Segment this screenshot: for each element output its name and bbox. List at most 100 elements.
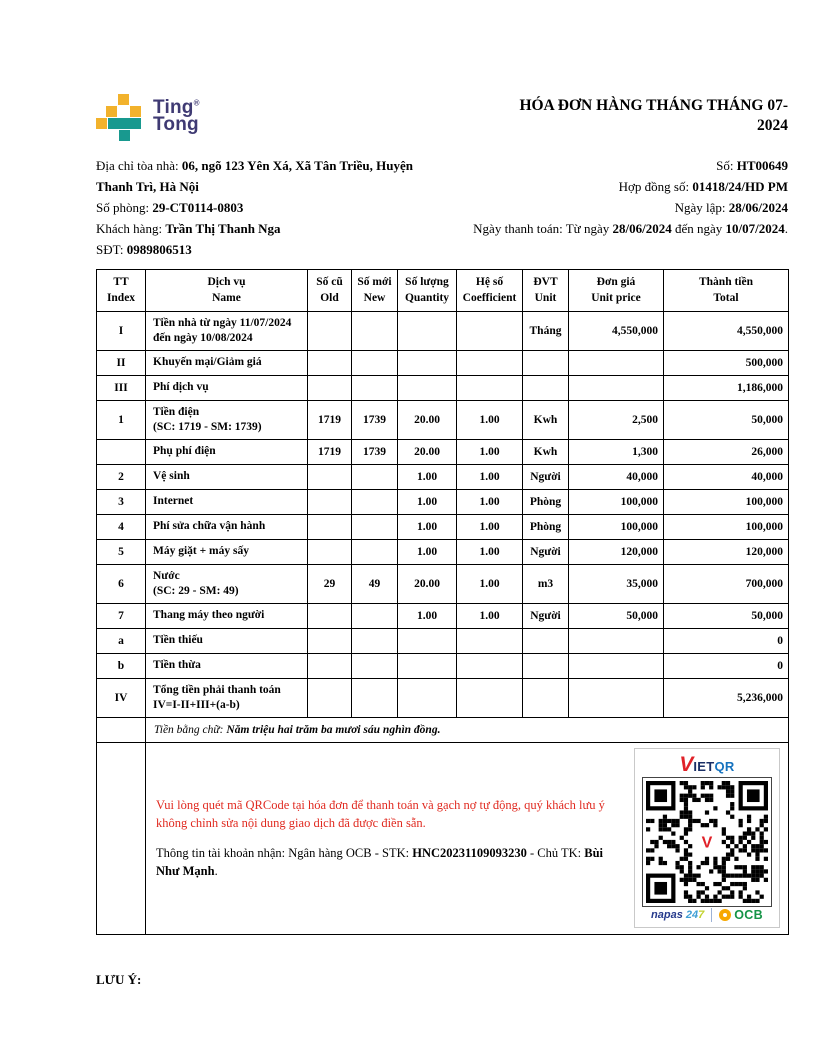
column-header: Dịch vụ Name	[145, 268, 308, 313]
customer-line: Khách hàng: Trần Thị Thanh Nga	[96, 218, 448, 239]
logo-word-1: Ting	[153, 97, 194, 118]
table-cell: Tháng	[522, 311, 569, 351]
table-cell: Khuyến mại/Giảm giá	[145, 349, 308, 376]
table-cell: Tiền nhà từ ngày 11/07/2024 đến ngày 10/…	[145, 311, 308, 351]
phone-line: SĐT: 0989806513	[96, 239, 448, 260]
table-row: 7 Thang máy theo người 1.00 1.00 Người 50,000…	[96, 602, 789, 629]
table-cell	[351, 627, 398, 654]
table-cell: 120,000	[663, 538, 789, 565]
table-cell	[96, 716, 146, 743]
table-cell	[522, 374, 569, 401]
table-cell: Phòng	[522, 488, 569, 515]
table-row: III Phí dịch vụ 1,186,000	[96, 374, 789, 401]
payment-qr-row: Vui lòng quét mã QRCode tại hóa đơn để t…	[96, 741, 789, 935]
column-header: Số cũ Old	[307, 268, 352, 313]
table-cell: II	[96, 349, 146, 376]
contract-number-value: 01418/24/HD PM	[692, 179, 788, 194]
tingtong-logo-icon	[96, 94, 146, 141]
table-row: 5 Máy giặt + máy sấy 1.00 1.00 Người 120,000 1…	[96, 538, 789, 565]
table-cell	[351, 677, 398, 718]
table-cell	[568, 374, 664, 401]
phone-label: SĐT:	[96, 242, 127, 257]
table-cell	[397, 652, 457, 679]
invoice-header: Ting® Tong HÓA ĐƠN HÀNG THÁNG THÁNG 07-2…	[96, 94, 788, 141]
table-cell: Kwh	[522, 399, 569, 440]
table-cell: Nước (SC: 29 - SM: 49)	[145, 563, 308, 604]
table-cell: 4,550,000	[568, 311, 664, 351]
table-cell: 3	[96, 488, 146, 515]
bank-account-label: Thông tin tài khoản nhận: Ngân hàng OCB …	[156, 846, 413, 861]
table-cell	[456, 349, 523, 376]
table-row: II Khuyến mại/Giảm giá 500,000	[96, 349, 789, 376]
table-cell	[307, 513, 352, 540]
table-cell	[397, 311, 457, 351]
payment-instructions: Vui lòng quét mã QRCode tại hóa đơn để t…	[154, 796, 606, 881]
table-cell	[397, 627, 457, 654]
bank-account-holder: Bùi Như Mạnh	[156, 846, 604, 879]
table-cell	[351, 602, 398, 629]
table-cell: 40,000	[568, 463, 664, 490]
napas-logo: napas 247	[651, 909, 704, 921]
table-cell: 29	[307, 563, 352, 604]
table-row: 2 Vệ sinh 1.00 1.00 Người 40,000 40,000	[96, 463, 789, 490]
table-cell: 50,000	[663, 399, 789, 440]
invoice-info: Địa chỉ tòa nhà: 06, ngõ 123 Yên Xá, Xã …	[96, 155, 788, 260]
vietqr-card: V IET QR V napas 247 OCB	[634, 748, 780, 929]
payment-period-suffix: .	[784, 221, 788, 236]
table-cell: b	[96, 652, 146, 679]
table-cell	[456, 652, 523, 679]
table-row: 4 Phí sửa chữa vận hành 1.00 1.00 Phòng 100,0…	[96, 513, 789, 540]
table-cell	[307, 311, 352, 351]
issue-date-label: Ngày lập:	[674, 200, 729, 215]
qr-bank-brands: napas 247 OCB	[651, 908, 763, 923]
table-cell: Người	[522, 538, 569, 565]
phone-value: 0989806513	[126, 242, 192, 257]
column-header: ĐVT Unit	[522, 268, 569, 313]
customer-value: Trần Thị Thanh Nga	[165, 221, 281, 236]
building-address-value: 06, ngõ 123 Yên Xá, Xã Tân Triều, Huyện …	[96, 158, 413, 194]
table-cell: 1.00	[397, 488, 457, 515]
napas-7: 7	[698, 909, 705, 922]
table-cell: 6	[96, 563, 146, 604]
table-cell: 100,000	[568, 488, 664, 515]
table-cell: Phòng	[522, 513, 569, 540]
payment-period-label: Ngày thanh toán: Từ ngày	[473, 221, 613, 236]
column-header: TT Index	[96, 268, 146, 313]
payment-period-mid: đến ngày	[671, 221, 726, 236]
table-cell: 50,000	[663, 602, 789, 629]
table-cell: 1.00	[456, 399, 523, 440]
vietqr-v: V	[679, 753, 694, 777]
table-cell	[351, 311, 398, 351]
table-cell: 2	[96, 463, 146, 490]
table-cell	[307, 652, 352, 679]
payment-period-line: Ngày thanh toán: Từ ngày 28/06/2024 đến …	[448, 218, 788, 239]
contract-number-label: Hợp đồng số:	[618, 179, 693, 194]
table-cell: 40,000	[663, 463, 789, 490]
table-cell: 1.00	[456, 602, 523, 629]
table-cell: 4	[96, 513, 146, 540]
table-cell	[351, 513, 398, 540]
payment-qr-cell: Vui lòng quét mã QRCode tại hóa đơn để t…	[145, 741, 789, 935]
customer-label: Khách hàng:	[96, 221, 166, 236]
table-cell	[568, 677, 664, 718]
table-cell	[397, 349, 457, 376]
table-cell: Thang máy theo người	[145, 602, 308, 629]
invoice-number-label: Số:	[716, 158, 737, 173]
building-address-label: Địa chỉ tòa nhà:	[96, 158, 182, 173]
table-cell: Tiền điện (SC: 1719 - SM: 1739)	[145, 399, 308, 440]
table-header-row: TT Index Dịch vụ Name Số cũ Old Số mới New Số lư…	[96, 268, 789, 313]
bank-account-number: HNC20231109093230	[412, 846, 527, 861]
table-cell: 1719	[307, 399, 352, 440]
logo-word-2: Tong	[153, 114, 199, 136]
tingtong-logo: Ting® Tong	[96, 94, 200, 141]
table-cell: Internet	[145, 488, 308, 515]
svg-text:V: V	[702, 833, 713, 851]
table-cell: 1.00	[456, 563, 523, 604]
column-header: Thành tiền Total	[663, 268, 789, 313]
invoice-number-value: HT00649	[736, 158, 788, 173]
table-cell: 1.00	[456, 488, 523, 515]
table-cell: 5,236,000	[663, 677, 789, 718]
table-cell: 1.00	[456, 513, 523, 540]
table-cell: 500,000	[663, 349, 789, 376]
vietqr-logo: V IET QR	[679, 754, 734, 775]
